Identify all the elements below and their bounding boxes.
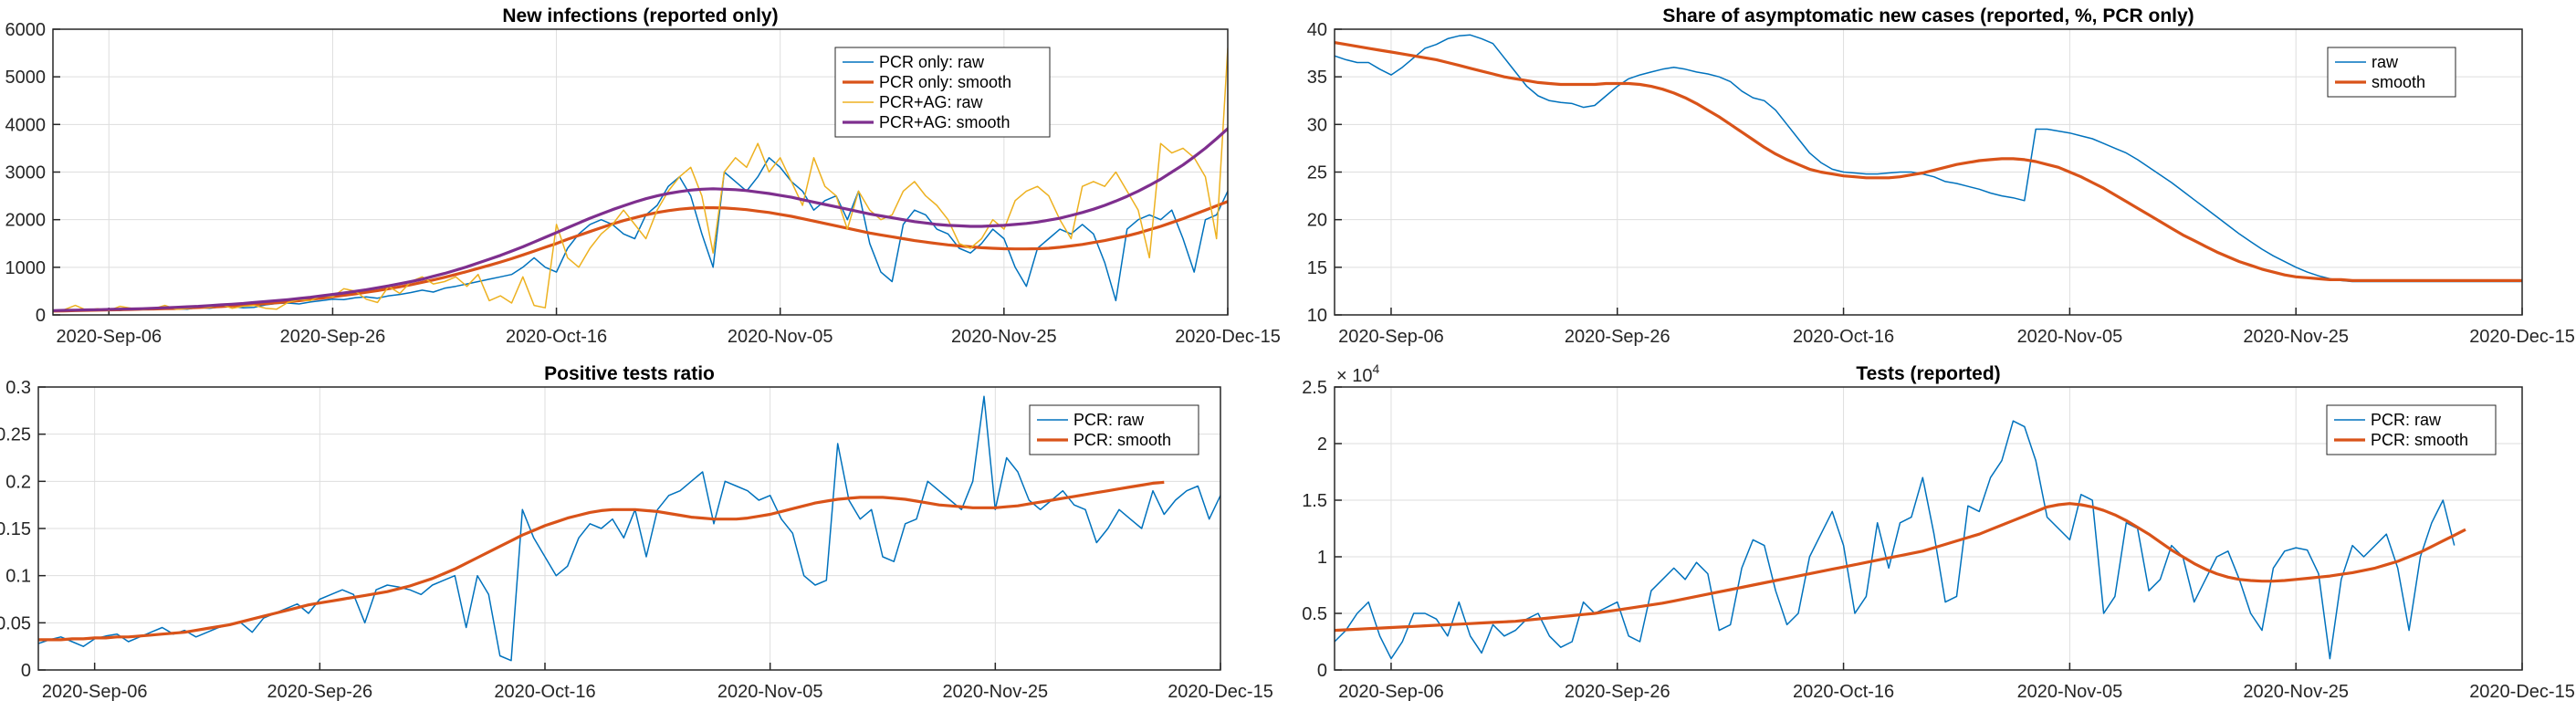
legend-label: raw	[2372, 53, 2399, 71]
legend: PCR: raw PCR: smooth	[1029, 404, 1199, 455]
y-tick-label: 0.25	[0, 425, 31, 445]
legend-label: PCR: raw	[1073, 411, 1145, 429]
x-tick-label: 2020-Dec-15	[2469, 682, 2575, 701]
x-tick-label: 2020-Sep-06	[42, 682, 148, 701]
x-tick-label: 2020-Sep-06	[1338, 327, 1444, 347]
y-tick-label: 25	[1307, 163, 1327, 183]
chart-panel-1: 0 1000 2000 3000 4000 5000 6000 2020-Sep-06 2020…	[5, 5, 1281, 347]
chart-title: Share of asymptomatic new cases (reporte…	[1662, 5, 2194, 26]
chart-panel-3: 0 0.05 0.1 0.15 0.2 0.25 0.3 2020-Sep-06 2020-Se…	[0, 363, 1273, 701]
series-line-1	[1335, 420, 2456, 660]
plot-area	[1335, 387, 2522, 670]
legend-label: PCR only: raw	[879, 53, 985, 71]
y-tick-label: 1000	[5, 258, 47, 278]
x-tick-label: 2020-Sep-06	[1338, 682, 1444, 701]
y-tick-label: 6000	[5, 20, 47, 40]
x-tick-label: 2020-Sep-26	[280, 327, 386, 347]
x-tick-label: 2020-Nov-05	[728, 327, 833, 347]
axes-box	[1334, 28, 2523, 316]
chart-title: New infections (reported only)	[502, 5, 778, 26]
x-tick-label: 2020-Dec-15	[2469, 327, 2575, 347]
y-tick-label: 5000	[5, 68, 47, 88]
y-tick-label: 40	[1307, 20, 1327, 40]
legend: raw smooth	[2327, 47, 2456, 98]
x-tick-label: 2020-Oct-16	[1793, 327, 1894, 347]
chart-panel-4: 0 0.5 1 1.5 2 2.5 2020-Sep-06 2020-Sep-26 2020-O…	[1302, 361, 2575, 701]
series-line-2	[53, 200, 1228, 313]
y-tick-label: 0	[21, 661, 31, 681]
x-tick-label: 2020-Sep-26	[1565, 327, 1670, 347]
x-tick-label: 2020-Nov-05	[2017, 682, 2123, 701]
y-tick-label: 4000	[5, 115, 47, 135]
y-tick-label: 0	[36, 306, 46, 326]
x-tick-label: 2020-Sep-06	[56, 327, 162, 347]
y-tick-label: 1.5	[1302, 491, 1327, 511]
series-line-2	[1335, 41, 2522, 282]
series-line-4	[53, 126, 1228, 312]
y-tick-label: 15	[1307, 258, 1327, 278]
series-line-2	[38, 480, 1165, 642]
x-tick-label: 2020-Oct-16	[494, 682, 595, 701]
series-line-2	[1335, 502, 2466, 633]
x-tick-label: 2020-Nov-25	[951, 327, 1057, 347]
y-exponent-label: × 104	[1336, 361, 1379, 386]
y-tick-label: 0.1	[5, 567, 31, 587]
y-tick-label: 2000	[5, 211, 47, 231]
legend-label: PCR: smooth	[1073, 431, 1171, 449]
x-tick-label: 2020-Dec-15	[1175, 327, 1281, 347]
series-line-1	[53, 157, 1228, 312]
y-tick-label: 0.3	[5, 378, 31, 398]
x-tick-label: 2020-Oct-16	[1793, 682, 1894, 701]
x-tick-label: 2020-Oct-16	[506, 327, 607, 347]
legend-label: PCR: smooth	[2371, 431, 2468, 449]
y-tick-label: 0	[1317, 661, 1327, 681]
y-tick-label: 0.05	[0, 613, 31, 633]
x-tick-label: 2020-Dec-15	[1168, 682, 1273, 701]
legend-label: PCR only: smooth	[879, 73, 1011, 91]
y-tick-label: 20	[1307, 211, 1327, 231]
x-tick-label: 2020-Nov-25	[943, 682, 1049, 701]
legend-label: PCR+AG: raw	[879, 93, 984, 111]
y-tick-label: 2.5	[1302, 378, 1327, 398]
x-tick-label: 2020-Nov-25	[2243, 327, 2349, 347]
series-line-1	[38, 395, 1220, 662]
y-tick-label: 3000	[5, 163, 47, 183]
y-tick-label: 1	[1317, 548, 1327, 568]
y-tick-label: 0.5	[1302, 604, 1327, 624]
chart-title: Positive tests ratio	[544, 363, 715, 384]
x-tick-label: 2020-Nov-25	[2243, 682, 2349, 701]
y-tick-label: 35	[1307, 68, 1327, 88]
chart-title: Tests (reported)	[1856, 363, 2000, 384]
legend: PCR only: raw PCR only: smooth PCR+AG: raw…	[834, 47, 1051, 138]
chart-panel-2: 10 15 20 25 30 35 40 2020-Sep-06 2020-Sep-26 2020…	[1307, 5, 2575, 347]
y-tick-label: 0.2	[5, 472, 31, 492]
x-tick-label: 2020-Nov-05	[2017, 327, 2123, 347]
axes-box	[37, 386, 1221, 671]
x-tick-label: 2020-Sep-26	[267, 682, 373, 701]
y-tick-label: 10	[1307, 306, 1327, 326]
axes-box	[1334, 386, 2523, 671]
y-tick-label: 0.15	[0, 519, 31, 539]
legend-box	[1029, 404, 1199, 455]
legend-label: smooth	[2372, 73, 2425, 91]
y-tick-label: 2	[1317, 434, 1327, 455]
legend-label: PCR: raw	[2371, 411, 2442, 429]
legend-box	[2327, 47, 2456, 98]
y-tick-label: 30	[1307, 115, 1327, 135]
x-tick-label: 2020-Sep-26	[1565, 682, 1670, 701]
legend-box	[2326, 404, 2497, 455]
x-tick-label: 2020-Nov-05	[717, 682, 823, 701]
legend: PCR: raw PCR: smooth	[2326, 404, 2497, 455]
legend-label: PCR+AG: smooth	[879, 113, 1011, 131]
axes-box	[52, 28, 1229, 316]
